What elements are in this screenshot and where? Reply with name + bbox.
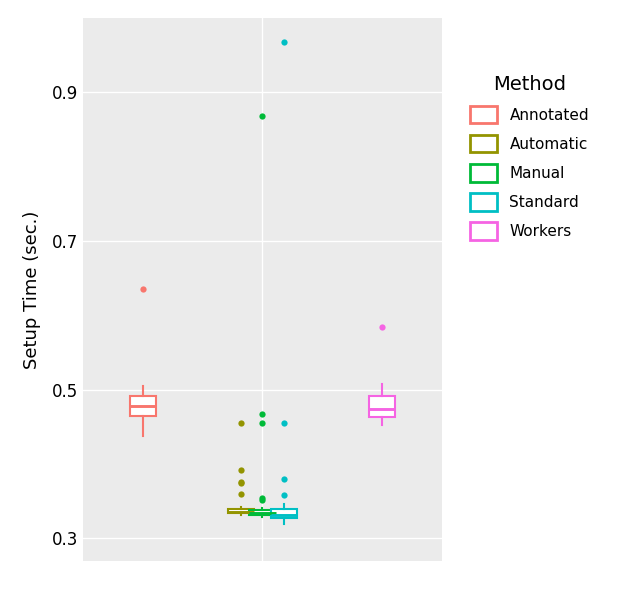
- Bar: [228, 510, 254, 513]
- Y-axis label: Setup Time (sec.): Setup Time (sec.): [23, 210, 41, 368]
- Bar: [249, 510, 276, 516]
- Bar: [271, 509, 297, 519]
- Legend: Annotated, Automatic, Manual, Standard, Workers: Annotated, Automatic, Manual, Standard, …: [463, 69, 595, 246]
- Bar: [369, 397, 395, 417]
- Bar: [130, 397, 156, 416]
